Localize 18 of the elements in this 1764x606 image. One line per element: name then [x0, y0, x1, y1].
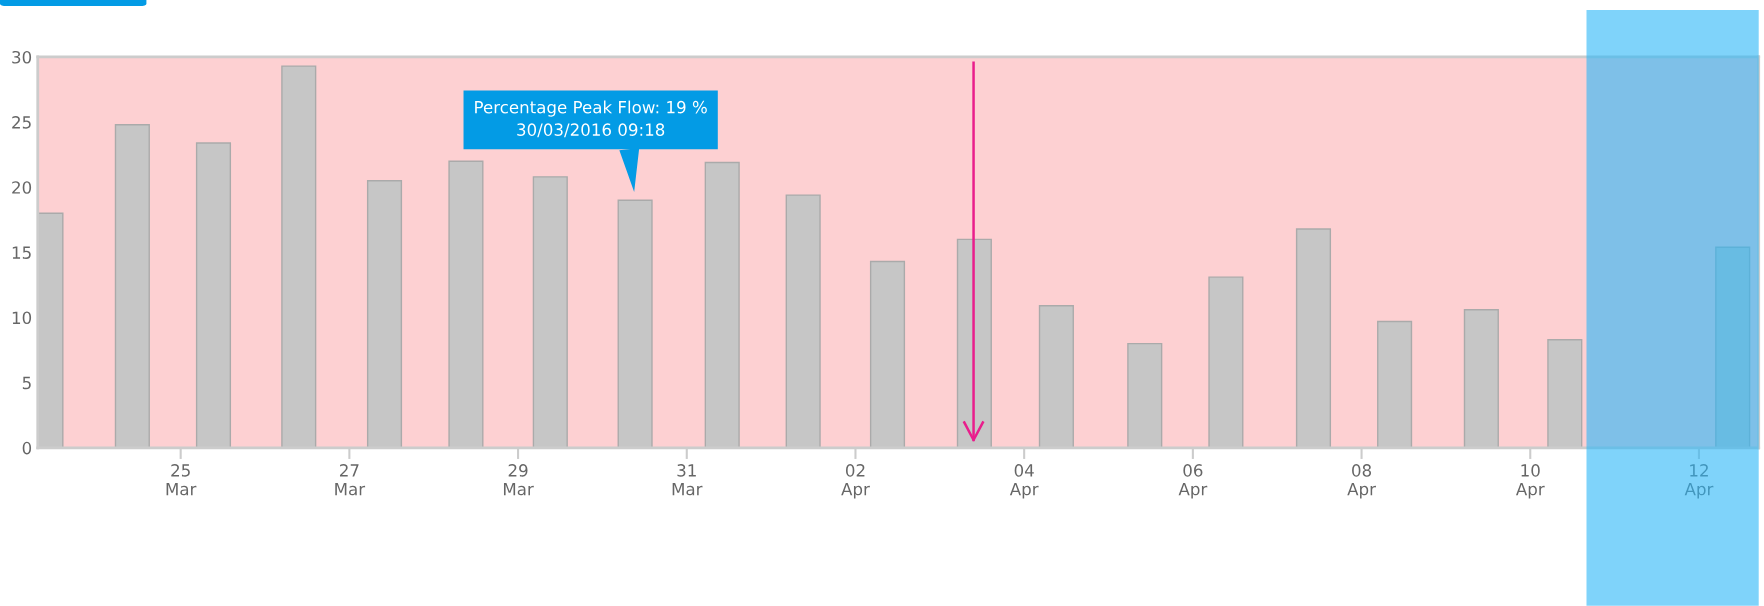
x-tick-label: 25 Mar [166, 464, 197, 496]
x-tick-label: 04 Apr [1009, 464, 1039, 499]
x-tick-label: 27 Mar [335, 464, 366, 496]
x-tick-label: 12 Apr [1684, 464, 1714, 499]
annotation: Percentage Peak Flow: 19 % 30/03/2016 09:18 [475, 100, 707, 138]
x-tick-label: 10 Apr [1515, 464, 1545, 499]
y-tick-label: 25 [12, 116, 31, 129]
y-tick-label: 30 [12, 50, 32, 64]
x-tick-label: 31 Mar [672, 464, 703, 496]
x-tick-label: 02 Apr [841, 464, 870, 499]
x-tick-label: 08 Apr [1347, 464, 1376, 499]
x-tick-label: 06 Apr [1178, 464, 1208, 499]
y-tick-label: 10 [12, 311, 32, 325]
x-tick-label: 29 Mar [503, 464, 534, 496]
y-tick-label: 5 [22, 376, 31, 390]
y-tick-label: 15 [12, 246, 31, 259]
y-tick-label: 20 [12, 181, 32, 194]
y-tick-label: 0 [22, 441, 32, 455]
